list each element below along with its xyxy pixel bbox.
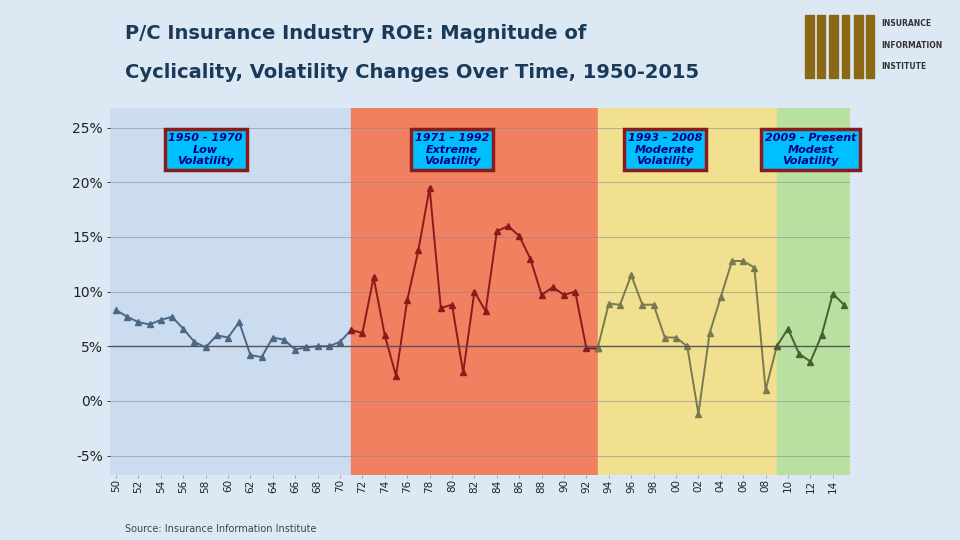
- Bar: [351, 108, 598, 475]
- Bar: [842, 15, 849, 78]
- Text: INSURANCE: INSURANCE: [881, 19, 932, 29]
- Bar: [804, 15, 814, 78]
- Text: 2009 - Present
Modest
Volatility: 2009 - Present Modest Volatility: [765, 133, 856, 166]
- Bar: [110, 108, 351, 475]
- Text: 1971 - 1992
Extreme
Volatility: 1971 - 1992 Extreme Volatility: [415, 133, 490, 166]
- Text: INFORMATION: INFORMATION: [881, 41, 943, 50]
- Text: Source: Insurance Information Institute: Source: Insurance Information Institute: [125, 523, 316, 534]
- Bar: [777, 108, 850, 475]
- Bar: [854, 15, 863, 78]
- Bar: [829, 15, 838, 78]
- Text: Cyclicality, Volatility Changes Over Time, 1950-2015: Cyclicality, Volatility Changes Over Tim…: [125, 63, 699, 82]
- Bar: [817, 15, 825, 78]
- Bar: [598, 108, 777, 475]
- Text: P/C Insurance Industry ROE: Magnitude of: P/C Insurance Industry ROE: Magnitude of: [125, 24, 587, 43]
- Bar: [866, 15, 874, 78]
- Text: 1993 - 2008
Moderate
Volatility: 1993 - 2008 Moderate Volatility: [628, 133, 702, 166]
- Text: INSTITUTE: INSTITUTE: [881, 62, 927, 71]
- Text: 1950 - 1970
Low
Volatility: 1950 - 1970 Low Volatility: [168, 133, 243, 166]
